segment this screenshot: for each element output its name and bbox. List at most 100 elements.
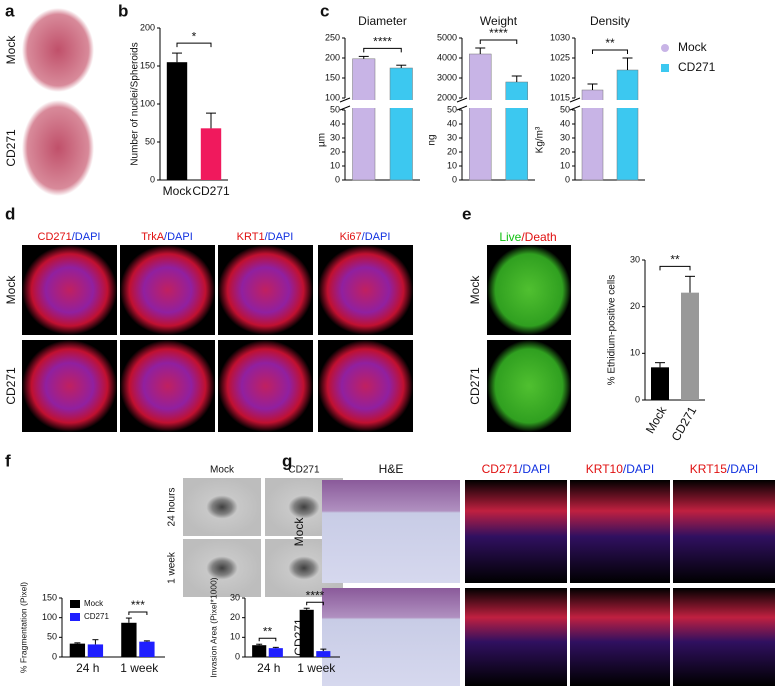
- y-tick-label: 30: [447, 132, 457, 142]
- error-bar: [172, 52, 182, 63]
- bar: [268, 648, 283, 657]
- y-label: Invasion Area (Pixel*1000): [208, 577, 218, 677]
- panel-label: g: [282, 451, 292, 470]
- y-tick-label: 10: [330, 160, 340, 170]
- y-tick-label: 150: [42, 592, 57, 602]
- column-label: KRT15/DAPI: [690, 462, 758, 476]
- error-bar: [272, 646, 279, 649]
- error-bar: [74, 642, 81, 644]
- row-label: Mock: [4, 275, 18, 305]
- axis-break: [343, 100, 422, 108]
- column-label: H&E: [379, 462, 404, 476]
- annotation-bracket: [128, 611, 148, 616]
- bar: [166, 62, 188, 181]
- x-tick-label: CD271: [669, 404, 700, 444]
- y-tick-label: 50: [560, 104, 570, 114]
- column-label: KRT10/DAPI: [586, 462, 654, 476]
- column-label: CD271: [288, 465, 320, 476]
- x-tick-label: Mock: [163, 184, 193, 198]
- y-tick-label: 50: [47, 632, 57, 642]
- row-label: Mock: [292, 517, 306, 547]
- annotation: ****: [306, 588, 325, 602]
- error-bar: [206, 112, 216, 129]
- column-label: TrkA/DAPI: [141, 231, 193, 243]
- y-tick-label: 150: [325, 72, 340, 82]
- break-mark: [339, 97, 351, 111]
- error-bar: [143, 640, 150, 642]
- error-bar: [92, 639, 99, 645]
- bar: [252, 645, 267, 657]
- y-label: ng: [427, 134, 438, 145]
- y-tick-label: 0: [335, 174, 340, 184]
- error-bar: [320, 648, 327, 652]
- column-label-part: /DAPI: [72, 231, 101, 243]
- bar: [200, 128, 222, 180]
- panel-label: b: [118, 1, 128, 20]
- annotation: **: [670, 253, 680, 267]
- annotation-bracket: [659, 265, 691, 271]
- bar: [616, 69, 639, 181]
- bar: [87, 644, 104, 657]
- error-bar: [622, 57, 633, 70]
- panel-label: a: [5, 1, 15, 20]
- column-label-part: Ki67: [340, 231, 362, 243]
- y-tick-label: 30: [230, 592, 240, 602]
- annotation: ****: [373, 35, 392, 49]
- annotation-bracket: [592, 49, 628, 54]
- y-tick-label: 10: [560, 160, 570, 170]
- row-label: CD271: [4, 129, 18, 167]
- bar: [651, 367, 669, 400]
- error-bar: [256, 643, 263, 646]
- annotation: **: [605, 36, 615, 50]
- row-label: CD271: [468, 367, 482, 405]
- y-tick-label: 20: [330, 146, 340, 156]
- column-label-part: /DAPI: [164, 231, 193, 243]
- y-tick-label: 10: [230, 632, 240, 642]
- y-tick-label: 0: [150, 174, 155, 184]
- y-tick-label: 20: [560, 146, 570, 156]
- legend-label: Mock: [84, 599, 104, 608]
- y-tick-label: 30: [330, 132, 340, 142]
- error-bar: [396, 64, 407, 68]
- y-tick-label: 1020: [550, 72, 570, 82]
- y-tick-label: 100: [42, 612, 57, 622]
- x-tick-label: Mock: [643, 403, 670, 436]
- y-tick-label: 30: [630, 254, 640, 264]
- y-label: µm: [317, 133, 328, 147]
- bar: [389, 67, 413, 181]
- bar: [316, 651, 331, 657]
- column-label-part: KRT15: [690, 462, 727, 476]
- row-label: Mock: [468, 275, 482, 305]
- panel-label: e: [462, 204, 471, 223]
- column-label: KRT1/DAPI: [237, 231, 294, 243]
- y-tick-label: 3000: [437, 72, 457, 82]
- legend-marker: [70, 613, 80, 621]
- column-label-part: H&E: [379, 462, 404, 476]
- legend-marker: [70, 600, 80, 608]
- column-label-part: /DAPI: [265, 231, 294, 243]
- y-tick-label: 1015: [550, 92, 570, 102]
- column-label-part: /DAPI: [727, 462, 758, 476]
- row-label: 24 hours: [167, 488, 178, 527]
- legend-label: CD271: [84, 612, 109, 621]
- legend-label: Mock: [678, 40, 708, 54]
- column-label: Live/Death: [499, 230, 556, 244]
- bar: [681, 292, 699, 400]
- chart-title: Weight: [480, 14, 518, 28]
- y-tick-label: 10: [630, 348, 640, 358]
- annotation: **: [263, 624, 273, 638]
- y-tick-label: 100: [140, 98, 155, 108]
- y-label: Number of nuclei/Spheroids: [130, 42, 141, 165]
- column-label-part: KRT10: [586, 462, 623, 476]
- error-bar: [303, 607, 310, 610]
- column-label-part: TrkA: [141, 231, 164, 243]
- bar: [469, 53, 492, 181]
- y-label: Kg/m³: [535, 126, 546, 153]
- column-label: CD271/DAPI: [38, 231, 101, 243]
- annotation-bracket: [176, 42, 212, 48]
- y-tick-label: 1030: [550, 32, 570, 42]
- x-tick-label: CD271: [192, 184, 230, 198]
- bar: [121, 622, 137, 657]
- x-tick-label: 1 week: [120, 661, 159, 675]
- legend-marker: [661, 44, 669, 52]
